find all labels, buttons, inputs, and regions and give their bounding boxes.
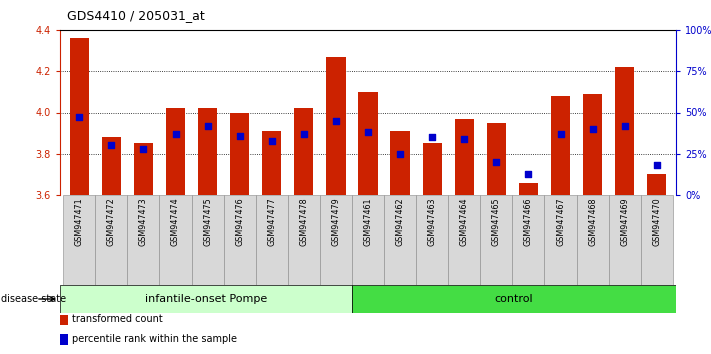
Text: GSM947477: GSM947477 [267, 198, 277, 246]
Point [266, 138, 277, 143]
Bar [481, 195, 513, 285]
Bar [262, 131, 282, 195]
Bar [352, 195, 384, 285]
Bar [198, 108, 217, 195]
Text: GSM947476: GSM947476 [235, 198, 244, 246]
Point [651, 162, 663, 168]
Text: GDS4410 / 205031_at: GDS4410 / 205031_at [67, 9, 205, 22]
Text: GSM947465: GSM947465 [492, 198, 501, 246]
Bar [545, 195, 577, 285]
Bar [519, 183, 538, 195]
Text: transformed count: transformed count [73, 314, 163, 324]
Point [106, 143, 117, 148]
Bar [256, 195, 288, 285]
Text: GSM947478: GSM947478 [299, 198, 309, 246]
Bar [70, 38, 89, 195]
Text: GSM947464: GSM947464 [460, 198, 469, 246]
Bar [422, 143, 442, 195]
Text: GSM947471: GSM947471 [75, 198, 84, 246]
Point [491, 159, 502, 165]
Text: GSM947462: GSM947462 [395, 198, 405, 246]
Text: infantile-onset Pompe: infantile-onset Pompe [145, 294, 267, 304]
Text: disease state: disease state [1, 294, 67, 304]
Point [619, 123, 631, 129]
Bar [224, 195, 256, 285]
Point [73, 115, 85, 120]
Text: GSM947461: GSM947461 [363, 198, 373, 246]
Bar [294, 108, 314, 195]
Point [330, 118, 341, 124]
Text: GSM947463: GSM947463 [428, 198, 437, 246]
Text: GSM947479: GSM947479 [331, 198, 341, 246]
Bar [63, 195, 95, 285]
Bar [577, 195, 609, 285]
Bar [416, 195, 448, 285]
Bar [60, 334, 68, 344]
Bar [159, 195, 191, 285]
Bar [288, 195, 320, 285]
Point [298, 131, 309, 137]
Bar [320, 195, 352, 285]
Bar [60, 285, 352, 313]
Bar [60, 315, 68, 325]
Bar [641, 195, 673, 285]
Bar [134, 143, 153, 195]
Point [234, 133, 245, 138]
Bar [487, 123, 506, 195]
Bar [615, 67, 634, 195]
Text: GSM947474: GSM947474 [171, 198, 180, 246]
Text: control: control [495, 294, 533, 304]
Bar [647, 175, 666, 195]
Point [523, 171, 534, 176]
Bar [95, 195, 127, 285]
Text: percentile rank within the sample: percentile rank within the sample [73, 333, 237, 343]
Bar [513, 195, 545, 285]
Point [395, 151, 406, 156]
Bar [551, 96, 570, 195]
Point [555, 131, 566, 137]
Bar [166, 108, 185, 195]
Text: GSM947466: GSM947466 [524, 198, 533, 246]
Point [427, 135, 438, 140]
Bar [390, 131, 410, 195]
Text: GSM947475: GSM947475 [203, 198, 212, 246]
Text: GSM947472: GSM947472 [107, 198, 116, 246]
Bar [448, 195, 481, 285]
Bar [358, 92, 378, 195]
Point [138, 146, 149, 152]
Point [202, 123, 213, 129]
Bar [352, 285, 676, 313]
Bar [454, 119, 474, 195]
Bar [230, 113, 250, 195]
Point [587, 126, 598, 132]
Text: GSM947469: GSM947469 [620, 198, 629, 246]
Text: GSM947473: GSM947473 [139, 198, 148, 246]
Text: GSM947468: GSM947468 [588, 198, 597, 246]
Bar [191, 195, 224, 285]
Bar [326, 57, 346, 195]
Bar [102, 137, 121, 195]
Bar [583, 94, 602, 195]
Bar [609, 195, 641, 285]
Point [170, 131, 181, 137]
Text: GSM947470: GSM947470 [652, 198, 661, 246]
Text: GSM947467: GSM947467 [556, 198, 565, 246]
Bar [127, 195, 159, 285]
Bar [384, 195, 416, 285]
Point [363, 130, 374, 135]
Point [459, 136, 470, 142]
